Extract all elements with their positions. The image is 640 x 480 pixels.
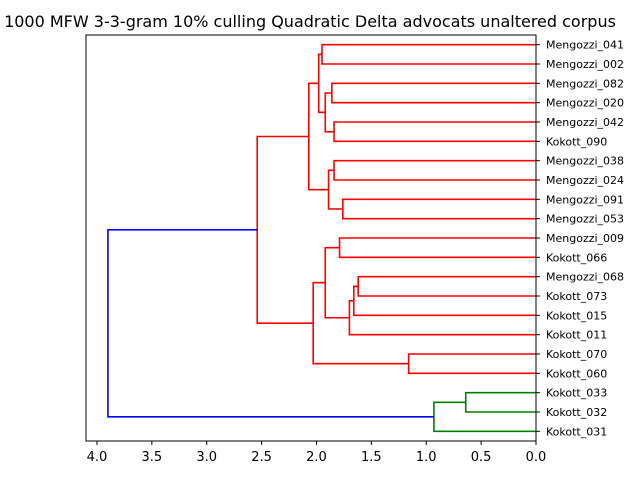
dendrogram-link-n7 (342, 198, 536, 220)
leaf-label: Kokott_090 (546, 135, 607, 148)
x-tick-label: 3.0 (196, 450, 217, 465)
leaf-label: Kokott_031 (546, 425, 607, 438)
x-axis: 4.0 3.5 3.0 2.5 2.0 1.5 1.0 0.5 0.0 (87, 441, 547, 465)
x-tick-label: 4.0 (87, 450, 108, 465)
dendrogram-link-n12 (353, 285, 536, 317)
dendrogram-link-n19 (433, 401, 536, 433)
dendrogram-link-n13 (348, 300, 536, 336)
leaf-label: Kokott_073 (546, 290, 607, 303)
leaf-label: Mengozzi_082 (546, 77, 624, 90)
dendrogram-link-n18 (464, 391, 536, 413)
x-tick-label: 2.5 (251, 450, 272, 465)
leaf-label: Mengozzi_024 (546, 174, 624, 187)
dendrogram-link-n8 (327, 169, 343, 210)
dendrogram-links (107, 43, 536, 433)
dendrogram-link-n4 (324, 92, 335, 133)
x-tick-label: 3.5 (142, 450, 163, 465)
leaf-label: Mengozzi_009 (546, 232, 624, 245)
dendrogram-link-n6 (333, 159, 536, 181)
dendrogram-link-n9 (308, 82, 329, 191)
leaf-labels: Mengozzi_041 Mengozzi_002 Mengozzi_082 Meng… (536, 39, 624, 438)
dendrogram-link-n14 (324, 246, 350, 319)
x-tick-label: 1.0 (416, 450, 437, 465)
leaf-label: Kokott_033 (546, 387, 607, 400)
dendrogram-link-n3 (333, 121, 536, 143)
dendrogram-link-n1 (321, 43, 536, 65)
leaf-label: Mengozzi_038 (546, 155, 624, 168)
dendrogram-link-n16 (312, 281, 409, 365)
dendrogram-link-n17 (256, 135, 314, 324)
leaf-label: Mengozzi_091 (546, 193, 624, 206)
x-tick-label: 2.0 (306, 450, 327, 465)
leaf-label: Mengozzi_041 (546, 39, 624, 52)
leaf-label: Kokott_070 (546, 348, 607, 361)
dendrogram-link-n11 (357, 275, 536, 297)
leaf-label: Kokott_066 (546, 251, 607, 264)
leaf-label: Kokott_032 (546, 406, 607, 419)
leaf-label: Kokott_011 (546, 329, 607, 342)
x-tick-label: 1.5 (361, 450, 382, 465)
leaf-label: Mengozzi_042 (546, 116, 624, 129)
x-tick-label: 0.5 (471, 450, 492, 465)
dendrogram-link-n15 (407, 353, 536, 375)
dendrogram-link-n10 (338, 237, 536, 259)
dendrogram-link-n2 (331, 82, 536, 104)
leaf-label: Mengozzi_020 (546, 97, 624, 110)
dendrogram-link-n20 (107, 229, 434, 418)
dendrogram-link-n5 (317, 53, 326, 114)
leaf-label: Mengozzi_002 (546, 58, 624, 71)
leaf-label: Kokott_015 (546, 309, 607, 322)
chart-title: 1000 MFW 3-3-gram 10% culling Quadratic … (4, 12, 616, 31)
leaf-label: Mengozzi_068 (546, 271, 624, 284)
leaf-label: Kokott_060 (546, 367, 607, 380)
leaf-label: Mengozzi_053 (546, 213, 624, 226)
x-tick-label: 0.0 (526, 450, 547, 465)
